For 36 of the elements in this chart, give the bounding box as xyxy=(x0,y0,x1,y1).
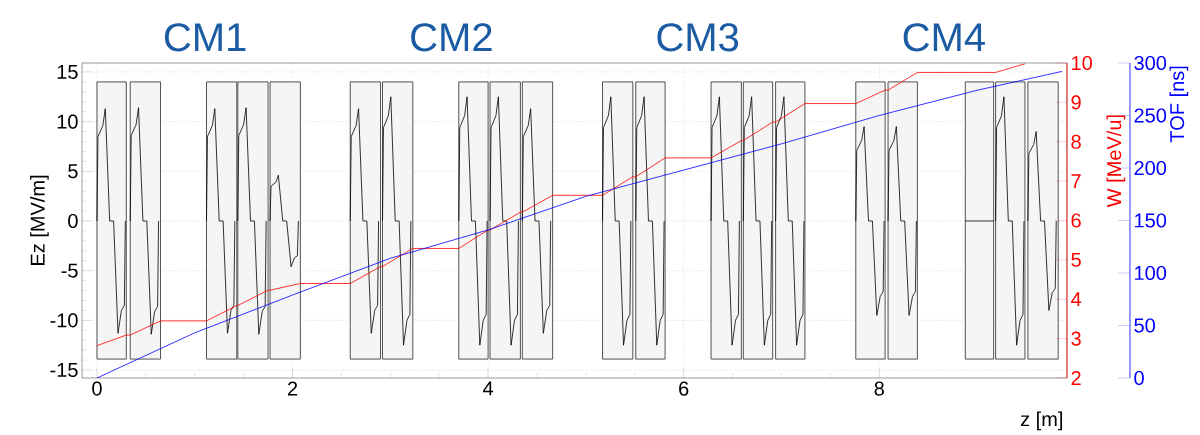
x-tick-label: 0 xyxy=(92,381,102,396)
y2-axis-title: W [MeV/u] xyxy=(1106,115,1126,208)
y2-tick-label: 9 xyxy=(1071,95,1081,110)
text: CM2 xyxy=(411,23,492,52)
y-tick-label: 0 xyxy=(68,213,78,229)
y2-tick-label: 8 xyxy=(1071,134,1081,149)
y-tick-label: 5 xyxy=(68,164,78,179)
text: CM4 xyxy=(903,23,985,52)
x-tick-label: 4 xyxy=(483,381,494,396)
y2-tick-label: 2 xyxy=(1071,371,1081,385)
x-axis-title: z [m] xyxy=(1020,411,1063,431)
y3-tick-label: 150 xyxy=(1135,213,1167,228)
y3-tick-label: 200 xyxy=(1134,160,1167,176)
y2-tick-label: 4 xyxy=(1070,292,1082,307)
y3-tick-label: 0 xyxy=(1134,370,1144,386)
x-tick-label: 8 xyxy=(874,381,884,396)
text: CM1 xyxy=(164,23,246,52)
y-tick-label: 15 xyxy=(57,64,78,79)
y2-tick-label: 6 xyxy=(1071,213,1081,228)
y2-tick-label: 5 xyxy=(1071,252,1081,267)
y-tick-label: -15 xyxy=(50,363,78,378)
x-tick-label: 6 xyxy=(679,381,689,396)
y-axis-title: Ez [MV/m] xyxy=(30,175,49,265)
y-tick-label: -5 xyxy=(61,263,78,278)
y2-tick-label: 3 xyxy=(1071,331,1081,346)
y3-axis-title: TOF [ns] xyxy=(1169,66,1189,143)
y-tick-label: 10 xyxy=(57,114,78,129)
y3-tick-label: 100 xyxy=(1135,265,1167,281)
text: CM3 xyxy=(657,23,739,52)
x-tick-label: 2 xyxy=(287,381,298,396)
y3-tick-label: 250 xyxy=(1134,108,1167,123)
y2-tick-label: 10 xyxy=(1072,55,1092,71)
y3-tick-label: 300 xyxy=(1134,55,1167,71)
y-tick-label: -10 xyxy=(50,313,78,328)
y2-tick-label: 7 xyxy=(1071,174,1081,188)
y3-tick-label: 50 xyxy=(1134,318,1155,333)
